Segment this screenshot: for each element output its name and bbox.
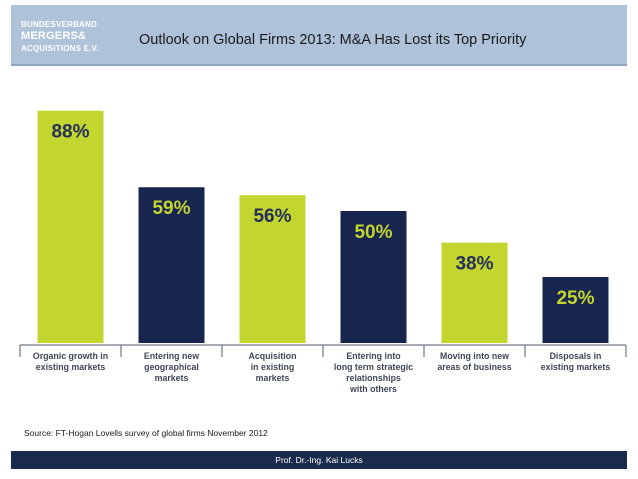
category-label-6-line-2: existing markets — [541, 362, 611, 372]
category-label-3-line-2: in existing — [251, 362, 295, 372]
bm-a-logo: BUNDESVERBAND MERGERS& ACQUISITIONS E.V. — [21, 19, 141, 54]
bar-6 — [542, 277, 609, 343]
category-label-4-line-2: long term strategic — [334, 362, 413, 372]
source-note: Source: FT-Hogan Lovells survey of globa… — [24, 428, 268, 438]
category-label-5-line-1: Moving into new — [440, 351, 509, 361]
bar-3 — [239, 195, 306, 343]
category-label-2-line-1: Entering new — [144, 351, 199, 361]
bar-1 — [37, 110, 104, 344]
category-label-3-line-3: markets — [256, 373, 290, 383]
bar-value-label-6: 25% — [556, 288, 594, 309]
logo-line-3: ACQUISITIONS E.V. — [21, 44, 99, 53]
category-label-5-line-2: areas of business — [437, 362, 511, 372]
category-label-2-line-2: geographical — [144, 362, 199, 372]
footer-author: Prof. Dr.-Ing. Kai Lucks — [275, 455, 363, 465]
category-label-1-line-2: existing markets — [36, 362, 106, 372]
bar-5 — [441, 242, 508, 343]
bar-value-label-5: 38% — [455, 254, 493, 275]
bar-value-label-2: 59% — [152, 198, 190, 219]
header-band: BUNDESVERBAND MERGERS& ACQUISITIONS E.V.… — [11, 5, 627, 66]
category-label-4-line-3: relationships — [346, 373, 401, 383]
bar-value-label-1: 88% — [51, 122, 89, 143]
category-label-2-line-3: markets — [155, 373, 189, 383]
slide-title: Outlook on Global Firms 2013: M&A Has Lo… — [139, 32, 527, 48]
category-label-3-line-1: Acquisition — [249, 351, 297, 361]
category-label-4-line-4: with others — [349, 384, 397, 394]
logo-line-1: BUNDESVERBAND — [21, 20, 97, 29]
bar-value-label-3: 56% — [253, 206, 291, 227]
footer-band: Prof. Dr.-Ing. Kai Lucks — [11, 451, 627, 469]
category-label-1-line-1: Organic growth in — [33, 351, 108, 361]
category-label-4-line-1: Entering into — [346, 351, 401, 361]
bar-2 — [138, 187, 205, 343]
logo-line-2: MERGERS& — [21, 30, 87, 42]
bar-4 — [340, 211, 407, 343]
bar-value-label-4: 50% — [354, 222, 392, 243]
category-label-6-line-1: Disposals in — [550, 351, 602, 361]
